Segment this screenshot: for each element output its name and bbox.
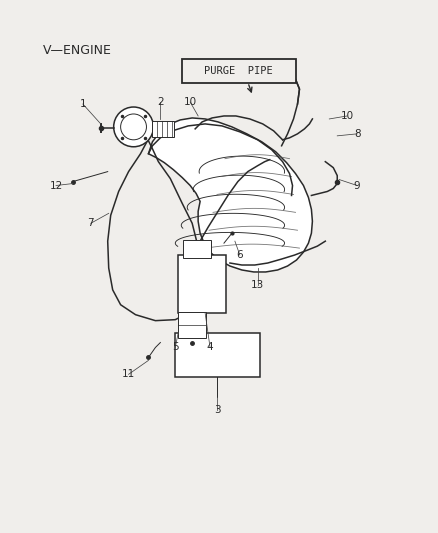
Text: 5: 5 [172, 343, 179, 352]
Text: 10: 10 [184, 97, 197, 107]
Text: 10: 10 [341, 111, 354, 121]
Text: 7: 7 [88, 219, 94, 228]
Bar [183, 240, 211, 258]
Text: V—ENGINE: V—ENGINE [43, 44, 112, 58]
Bar [152, 121, 174, 137]
Text: 13: 13 [251, 280, 265, 290]
Text: 12: 12 [49, 181, 63, 190]
Text: 8: 8 [354, 129, 360, 139]
Text: PURGE  PIPE: PURGE PIPE [205, 66, 273, 76]
Text: 9: 9 [354, 181, 360, 190]
Bar [175, 333, 260, 377]
Polygon shape [148, 118, 312, 272]
Bar [178, 312, 206, 337]
Text: 3: 3 [214, 405, 220, 415]
FancyBboxPatch shape [182, 59, 296, 83]
Text: 6: 6 [237, 250, 243, 260]
Circle shape [120, 114, 146, 140]
Text: 2: 2 [157, 97, 164, 107]
Text: 1: 1 [80, 99, 86, 109]
Bar [178, 255, 226, 313]
Text: 4: 4 [207, 343, 213, 352]
Text: 11: 11 [122, 369, 135, 379]
Circle shape [114, 107, 153, 147]
